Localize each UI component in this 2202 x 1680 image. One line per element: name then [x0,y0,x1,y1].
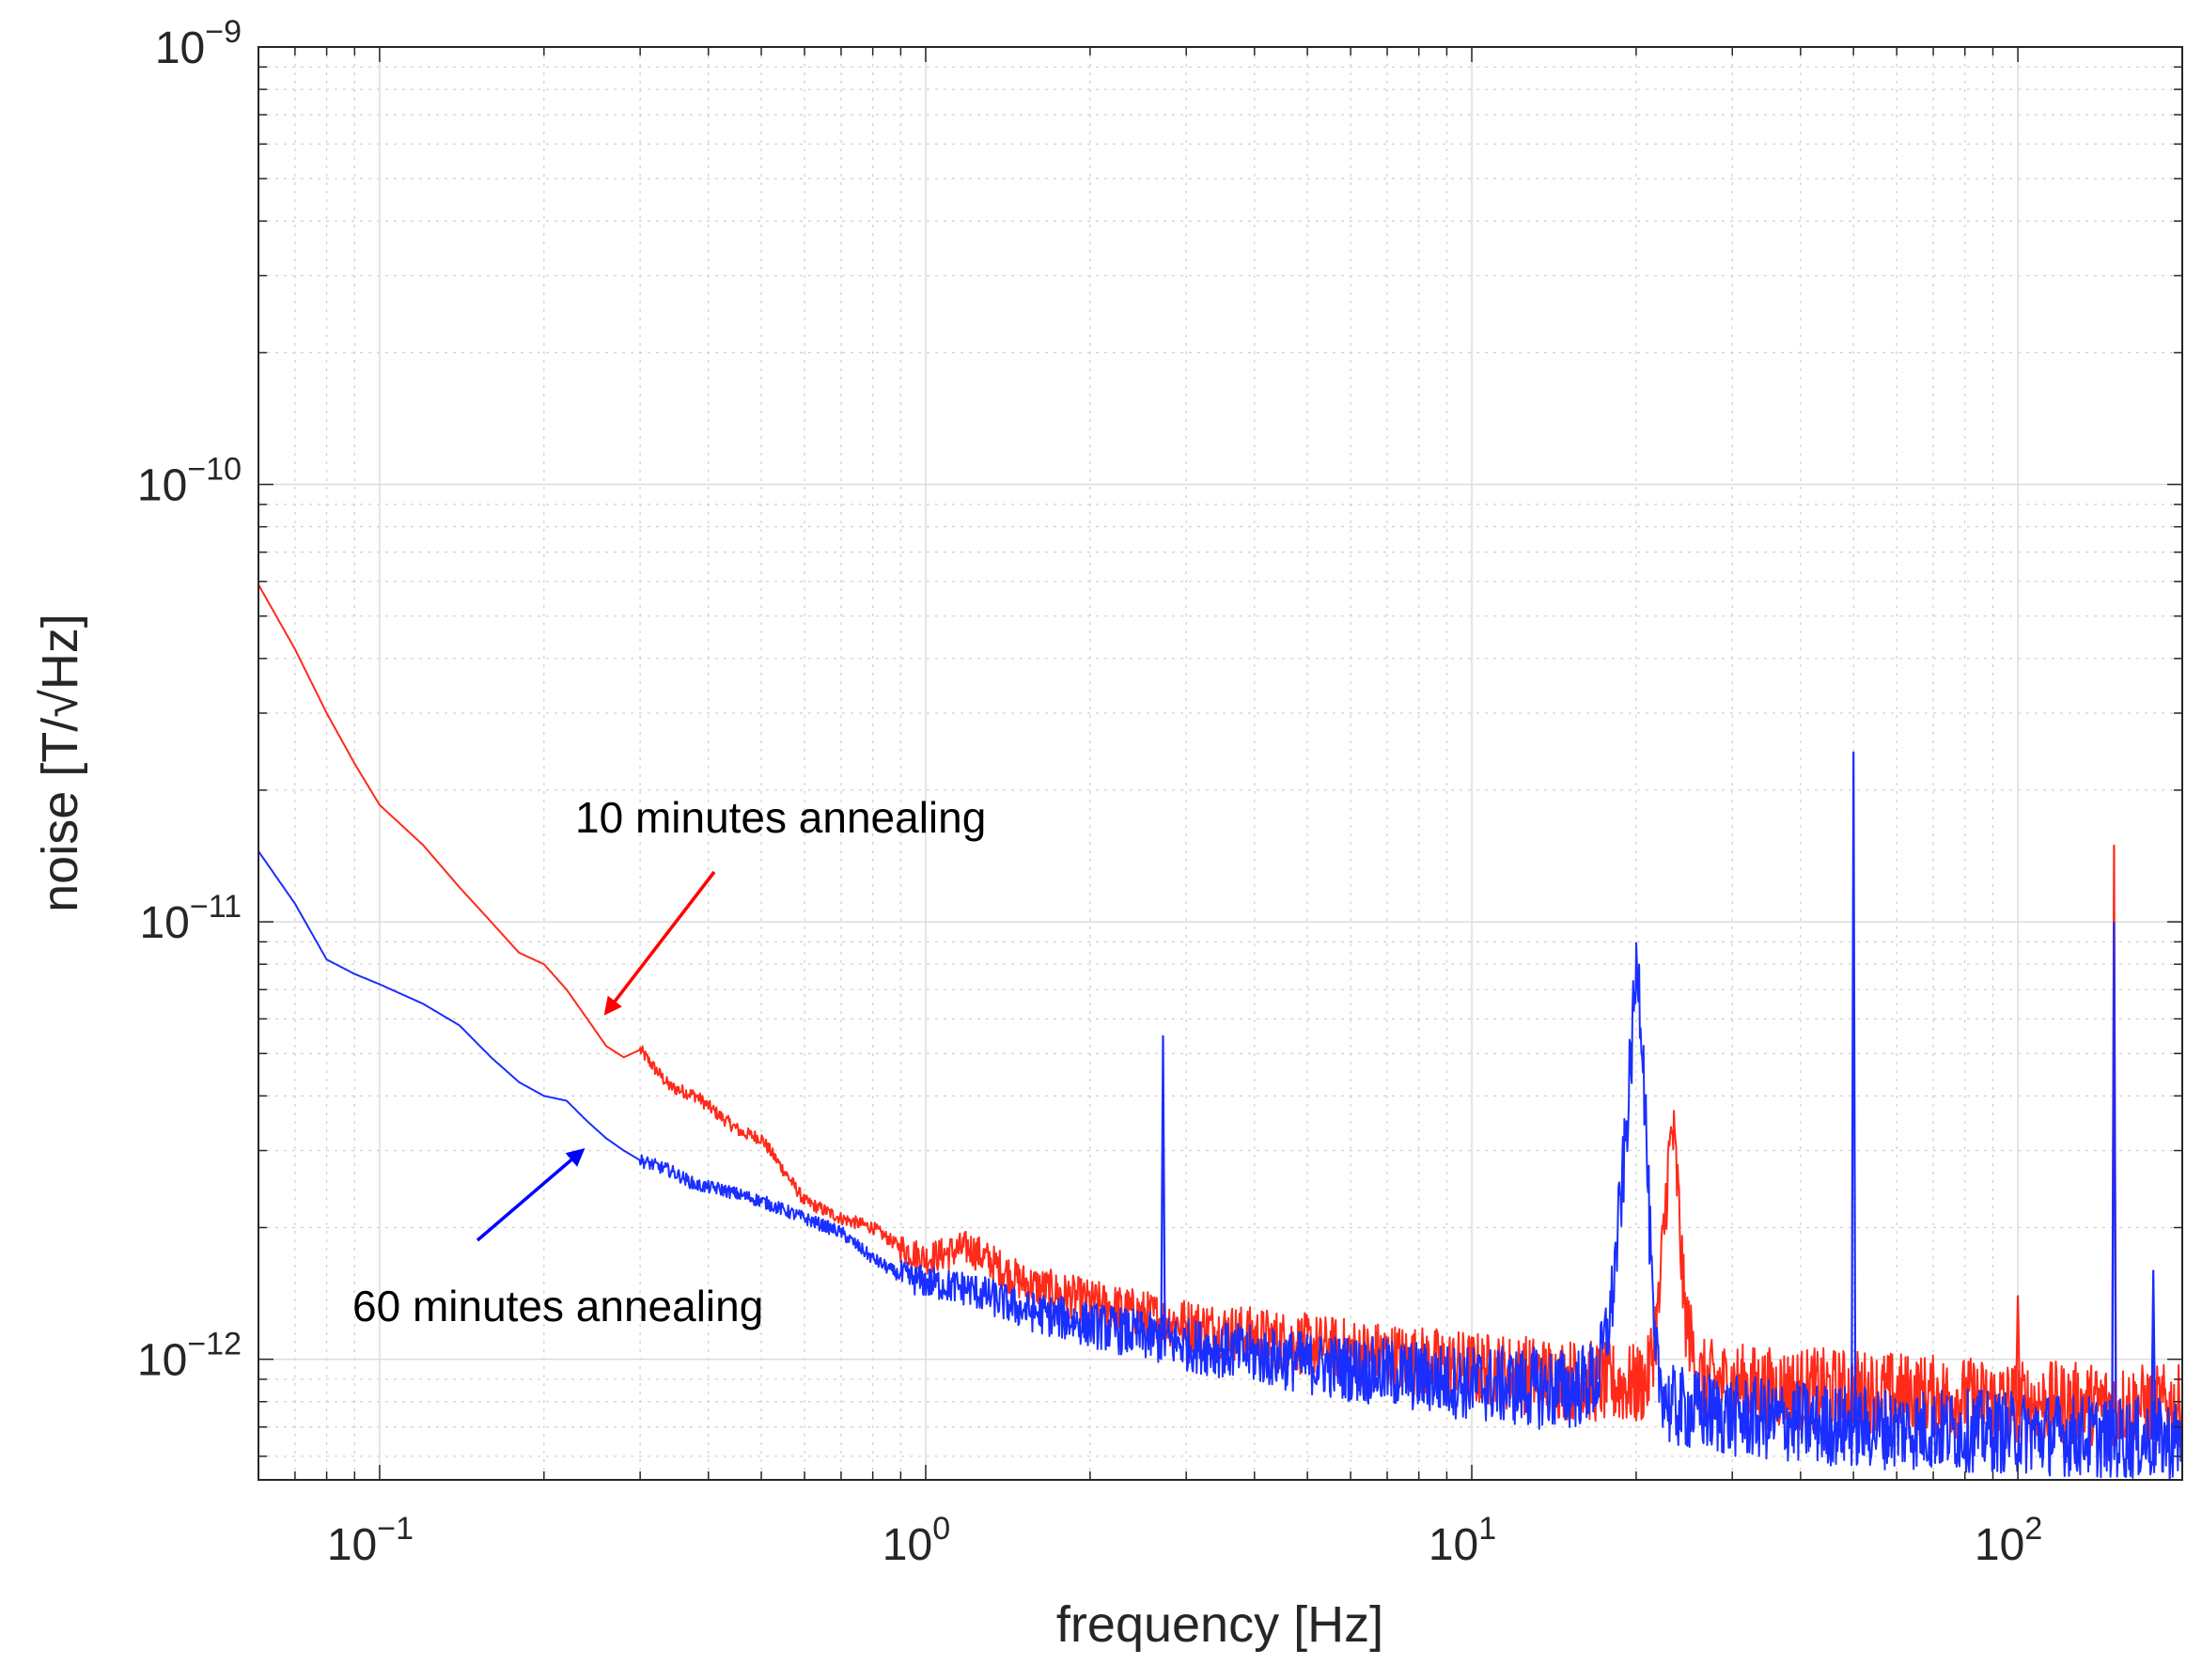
y-tick-label: 10−9 [155,14,242,73]
y-tick-label-base: 10 [137,1336,187,1386]
x-axis-title: frequency [Hz] [1056,1596,1383,1653]
tick-marks [258,46,2183,1480]
plot-background [258,47,2182,1480]
y-tick-label-base: 10 [139,898,189,948]
x-tick-label-base: 10 [1975,1520,2024,1570]
plot-frame [258,46,2183,1481]
x-tick-labels: 10−1 100 101 102 [327,1511,2042,1570]
x-tick-label-exponent: 1 [1478,1511,1496,1547]
y-tick-label-exponent: −11 [190,889,242,925]
x-tick-label-base: 10 [882,1520,932,1570]
series-line-60-minutes [258,850,2182,1480]
annotation-10-minutes: 10 minutes annealing [575,793,986,842]
y-tick-label-exponent: −12 [187,1327,242,1362]
x-tick-label-base: 10 [1429,1520,1478,1570]
series-layer [258,583,2182,1480]
y-tick-label-base: 10 [155,23,205,73]
x-tick-label-exponent: 2 [2024,1511,2042,1547]
x-tick-label: 101 [1429,1511,1496,1570]
series-spike [2111,922,2117,1438]
y-tick-label: 10−12 [137,1327,242,1386]
y-tick-label-base: 10 [137,461,187,511]
x-tick-label: 100 [882,1511,950,1570]
minor-grid [258,47,2183,1480]
y-tick-label: 10−10 [137,452,242,511]
x-tick-label-exponent: 0 [932,1511,950,1547]
y-tick-label: 10−11 [139,889,242,948]
series-line-10-minutes [258,583,2182,1448]
series-spike [2015,1295,2022,1402]
x-tick-label: 10−1 [327,1511,414,1570]
annotation-60-minutes: 60 minutes annealing [352,1282,763,1330]
series-spike [1851,751,1857,1427]
arrow-10-minutes [603,870,716,1016]
y-tick-label-exponent: −10 [187,452,242,488]
arrow-60-minutes [476,1147,586,1242]
x-tick-label: 102 [1975,1511,2042,1570]
series-spike [2150,1269,2157,1440]
y-tick-label-exponent: −9 [205,14,242,50]
x-tick-label-base: 10 [327,1520,377,1570]
series-spike [1160,1034,1166,1340]
y-axis-title: noise [T/√Hz] [32,614,88,912]
x-tick-label-exponent: −1 [377,1511,414,1547]
